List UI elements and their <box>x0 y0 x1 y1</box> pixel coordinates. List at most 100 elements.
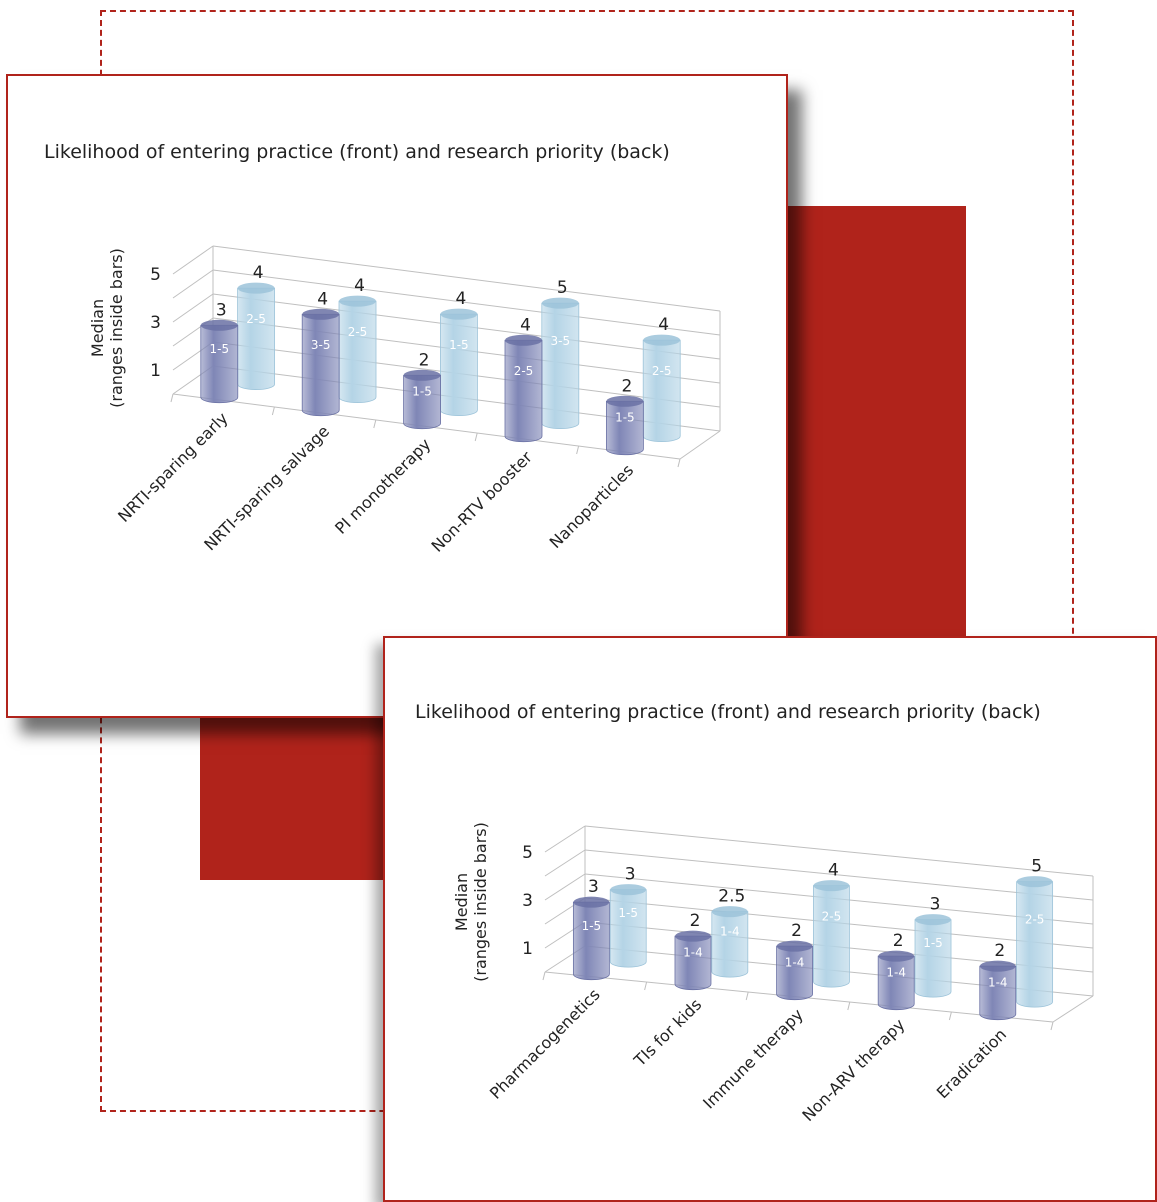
back-bar-body <box>440 313 478 416</box>
back-bar-top <box>440 308 478 320</box>
front-bar-body <box>605 400 644 456</box>
back-bar-top <box>711 906 748 918</box>
front-bar-range-label: 1-4 <box>988 976 1008 990</box>
chart-title: Likelihood of entering practice (front) … <box>415 701 1041 723</box>
y-tick-label: 1 <box>522 939 533 959</box>
front-bar-top <box>302 308 340 320</box>
gridline <box>212 245 721 312</box>
y-axis-title-line: Median <box>88 299 107 357</box>
front-bar-top <box>878 950 915 962</box>
back-bar-value-label: 4 <box>354 276 365 296</box>
back-bar-range-label: 2-5 <box>652 364 672 378</box>
back-bar-value-label: 5 <box>557 278 568 298</box>
x-category-label: Immune therapy <box>699 1005 807 1113</box>
x-category-label: Pharmacogenetics <box>486 985 604 1103</box>
front-bar-body <box>200 324 239 404</box>
back-bar-body <box>711 911 749 978</box>
back-bar-range-label: 3-5 <box>551 334 571 348</box>
x-category-label: Non-ARV therapy <box>798 1015 908 1125</box>
front-bar-body <box>504 339 543 443</box>
back-bar-top <box>915 914 952 926</box>
front-bar-body <box>403 374 441 430</box>
back-bar-body <box>338 300 377 403</box>
front-bar-value-label: 4 <box>520 315 531 335</box>
chart-2-svg: Likelihood of entering practice (front) … <box>415 701 1094 1125</box>
front-bar-top <box>674 930 711 942</box>
gridline <box>584 849 1094 901</box>
back-bar-value-label: 2.5 <box>718 887 745 907</box>
x-tick <box>847 1001 851 1011</box>
front-bar-top <box>979 960 1016 972</box>
front-bar-value-label: 3 <box>216 300 227 320</box>
front-bar-top <box>403 369 441 381</box>
back-bar-range-label: 1-5 <box>618 906 638 920</box>
x-tick <box>1050 1021 1054 1031</box>
gridline <box>584 825 1094 877</box>
x-category-label: NRTI-sparing early <box>114 409 231 526</box>
front-bar-value-label: 2 <box>419 350 430 370</box>
front-bar-top <box>606 395 644 407</box>
chart-1-svg: Likelihood of entering practice (front) … <box>44 141 721 556</box>
x-category-label: NRTI-sparing salvage <box>200 422 333 555</box>
front-bar-range-label: 1-4 <box>886 966 906 980</box>
back-bar-range-label: 2-5 <box>246 312 266 326</box>
y-axis-title-line: (ranges inside bars) <box>107 248 126 408</box>
front-bar-value-label: 2 <box>791 921 802 941</box>
back-bar-value-label: 4 <box>828 861 839 881</box>
front-bar-value-label: 4 <box>317 289 328 309</box>
back-bar-body <box>642 339 681 442</box>
y-tick-label: 5 <box>522 843 533 863</box>
front-bar-value-label: 2 <box>621 376 632 396</box>
front-bar-range-label: 1-4 <box>785 956 805 970</box>
x-category-label: Eradication <box>933 1025 1010 1102</box>
x-tick <box>644 981 648 991</box>
front-bar-range-label: 3-5 <box>311 338 331 352</box>
gridline-side <box>172 293 214 323</box>
chart-card-1: Likelihood of entering practice (front) … <box>6 74 788 718</box>
back-bar-body <box>609 889 647 968</box>
y-tick-label: 3 <box>150 313 161 333</box>
chart-card-2: Likelihood of entering practice (front) … <box>383 636 1157 1202</box>
x-category-label: Nanoparticles <box>546 461 637 552</box>
front-bar-range-label: 1-5 <box>615 411 635 425</box>
back-bar-range-label: 1-4 <box>720 925 740 939</box>
front-bar-range-label: 1-5 <box>582 919 602 933</box>
front-bar-value-label: 2 <box>893 931 904 951</box>
front-bar-top <box>776 940 813 952</box>
x-tick <box>271 406 275 416</box>
x-tick <box>542 971 546 981</box>
front-bar-value-label: 3 <box>588 877 599 897</box>
front-bar-value-label: 2 <box>994 941 1005 961</box>
red-accent-block <box>760 206 966 646</box>
x-tick <box>474 432 478 442</box>
back-bar-top <box>541 297 579 309</box>
x-tick <box>170 393 174 403</box>
chart-title: Likelihood of entering practice (front) … <box>44 141 670 163</box>
x-tick <box>677 458 681 468</box>
back-bar-range-label: 1-5 <box>923 936 943 950</box>
front-bar-range-label: 1-5 <box>412 385 432 399</box>
floor-edge <box>679 430 721 460</box>
y-tick-label: 1 <box>150 361 161 381</box>
back-bar-value-label: 4 <box>455 289 466 309</box>
back-bar-body <box>237 287 276 390</box>
front-bar-top <box>573 896 610 908</box>
gridline-side <box>172 245 214 275</box>
x-tick <box>576 445 580 455</box>
back-bar-range-label: 2-5 <box>1025 913 1045 927</box>
back-bar-value-label: 3 <box>625 865 636 885</box>
front-bar-value-label: 2 <box>690 911 701 931</box>
back-bar-body <box>541 302 580 429</box>
front-bar-range-label: 1-4 <box>683 946 703 960</box>
y-axis-title: Median(ranges inside bars) <box>88 248 126 408</box>
front-bar-body <box>776 945 813 1001</box>
back-bar-top <box>237 282 275 294</box>
y-axis-title-line: (ranges inside bars) <box>471 822 490 982</box>
floor-edge <box>1052 995 1094 1023</box>
back-bar-body <box>914 919 952 998</box>
front-bar-body <box>572 901 610 981</box>
back-bar-value-label: 4 <box>658 315 669 335</box>
gridline-side <box>544 849 586 877</box>
front-bar-range-label: 2-5 <box>514 364 534 378</box>
back-bar-range-label: 2-5 <box>822 909 842 923</box>
